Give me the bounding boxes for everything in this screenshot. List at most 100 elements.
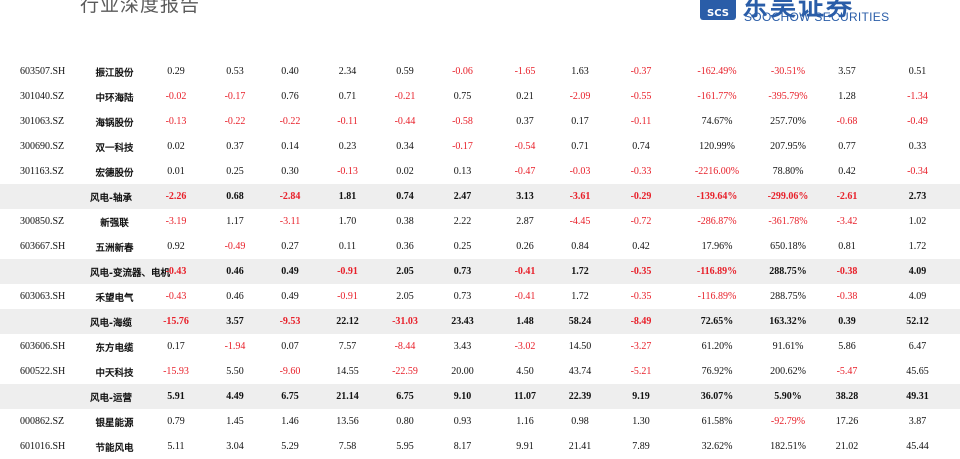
value-cell: 5.86 <box>838 341 856 352</box>
logo-mark-icon: SCS <box>700 0 736 20</box>
value-cell: 5.11 <box>167 441 185 452</box>
value-cell: 3.87 <box>908 416 927 427</box>
value-cell: 0.34 <box>396 141 414 152</box>
stock-name-cell: 双一科技 <box>95 142 134 154</box>
table-row: 301063.SZ 海锅股份 -0.13 -0.22 -0.22 -0.11 -0.44 -0… <box>0 109 960 134</box>
value-cell: 0.75 <box>453 91 472 102</box>
value-cell: -0.91 <box>337 291 358 302</box>
value-cell: 0.36 <box>396 241 414 252</box>
value-cell: -3.27 <box>630 341 652 352</box>
value-cell: 1.02 <box>908 216 927 227</box>
stock-code-cell: 300690.SZ <box>20 141 65 152</box>
value-cell: -0.43 <box>147 259 205 284</box>
value-cell: 0.79 <box>167 416 185 427</box>
value-cell: -2.26 <box>147 184 205 209</box>
value-cell: -0.13 <box>337 166 358 177</box>
stock-code-cell: 603507.SH <box>20 66 66 77</box>
value-cell: -8.44 <box>394 341 416 352</box>
value-cell: -0.21 <box>394 91 416 102</box>
value-cell: 0.46 <box>205 259 265 284</box>
value-cell: 14.50 <box>568 341 592 352</box>
value-cell: -139.64% <box>677 184 757 209</box>
value-cell: 61.58% <box>701 416 733 427</box>
value-cell: 0.27 <box>281 241 299 252</box>
value-cell: -30.51% <box>770 66 806 77</box>
value-cell: 11.07 <box>495 384 555 409</box>
value-cell: 45.65 <box>906 366 929 377</box>
value-cell: -361.78% <box>768 216 808 227</box>
financial-data-table: 603507.SH 振江股份 0.29 0.53 0.40 2.34 0.59 -0.06 -1… <box>0 59 960 459</box>
value-cell: 3.57 <box>838 66 856 77</box>
stock-code-cell: 603063.SH <box>20 291 66 302</box>
logo-chinese-name: 东吴证券 <box>742 0 855 22</box>
value-cell: 0.30 <box>281 166 299 177</box>
value-cell: -286.87% <box>697 216 737 227</box>
value-cell: 1.72 <box>571 291 589 302</box>
value-cell: 1.63 <box>571 66 589 77</box>
value-cell: -0.68 <box>836 116 858 127</box>
value-cell: 0.49 <box>265 259 315 284</box>
value-cell: 0.74 <box>380 184 430 209</box>
report-header: 行业深度报告 SCS 东吴证券 SOOCHOW SECURITIES <box>0 0 960 40</box>
value-cell: 7.57 <box>338 341 357 352</box>
value-cell: 0.07 <box>281 341 299 352</box>
value-cell: 7.89 <box>632 441 650 452</box>
value-cell: -0.35 <box>630 291 652 302</box>
value-cell: -0.44 <box>394 116 416 127</box>
value-cell: 1.46 <box>281 416 299 427</box>
value-cell: -1.94 <box>224 341 246 352</box>
value-cell: -9.53 <box>265 309 315 334</box>
value-cell: 38.28 <box>819 384 875 409</box>
value-cell: 257.70% <box>770 116 806 127</box>
value-cell: 0.71 <box>571 141 589 152</box>
value-cell: 207.95% <box>770 141 806 152</box>
group-name-cell: 风电-海缆 <box>0 309 147 334</box>
value-cell: 0.21 <box>516 91 534 102</box>
value-cell: 0.77 <box>838 141 856 152</box>
stock-name-cell: 五洲新春 <box>95 242 134 254</box>
value-cell: 58.24 <box>555 309 605 334</box>
value-cell: 1.17 <box>226 216 244 227</box>
value-cell: -0.06 <box>452 66 473 77</box>
value-cell: 0.71 <box>338 91 357 102</box>
table-row: 000862.SZ 银星能源 0.79 1.45 1.46 13.56 0.80 0.93 1.… <box>0 409 960 434</box>
value-cell: 1.81 <box>315 184 380 209</box>
value-cell: -2216.00% <box>694 166 740 177</box>
value-cell: 14.55 <box>336 366 359 377</box>
value-cell: 1.45 <box>226 416 244 427</box>
value-cell: 0.25 <box>226 166 244 177</box>
value-cell: 0.02 <box>396 166 414 177</box>
value-cell: 4.50 <box>516 366 534 377</box>
value-cell: 21.02 <box>835 441 859 452</box>
value-cell: 9.19 <box>605 384 677 409</box>
value-cell: 91.61% <box>772 341 804 352</box>
value-cell: 288.75% <box>770 291 806 302</box>
value-cell: -15.93 <box>163 366 189 377</box>
value-cell: 6.75 <box>380 384 430 409</box>
value-cell: 0.73 <box>453 291 472 302</box>
table-row: 301040.SZ 中环海陆 -0.02 -0.17 0.76 0.71 -0.21 0.75… <box>0 84 960 109</box>
value-cell: 2.05 <box>380 259 430 284</box>
value-cell: -0.43 <box>165 291 187 302</box>
value-cell: 76.92% <box>701 366 733 377</box>
group-name-cell: 风电-轴承 <box>0 184 147 209</box>
table-row: 603667.SH 五洲新春 0.92 -0.49 0.27 0.11 0.36 0.25 0.… <box>0 234 960 259</box>
table-body: 603507.SH 振江股份 0.29 0.53 0.40 2.34 0.59 -0.06 -1… <box>0 59 960 459</box>
value-cell: -0.17 <box>224 91 246 102</box>
value-cell: -0.41 <box>514 291 536 302</box>
value-cell: 0.74 <box>632 141 650 152</box>
value-cell: -0.49 <box>907 116 928 127</box>
value-cell: 2.47 <box>430 184 495 209</box>
value-cell: -2.61 <box>819 184 875 209</box>
value-cell: 6.75 <box>265 384 315 409</box>
value-cell: -9.60 <box>279 366 301 377</box>
value-cell: -3.02 <box>514 341 536 352</box>
value-cell: 22.39 <box>555 384 605 409</box>
value-cell: 9.10 <box>430 384 495 409</box>
value-cell: -3.11 <box>279 216 301 227</box>
value-cell: 0.02 <box>167 141 185 152</box>
group-row: 风电-海缆 -15.76 3.57 -9.53 22.12 -31.03 23.43 1.48… <box>0 309 960 334</box>
value-cell: 0.80 <box>396 416 414 427</box>
value-cell: -0.22 <box>279 116 301 127</box>
value-cell: -1.34 <box>907 91 928 102</box>
